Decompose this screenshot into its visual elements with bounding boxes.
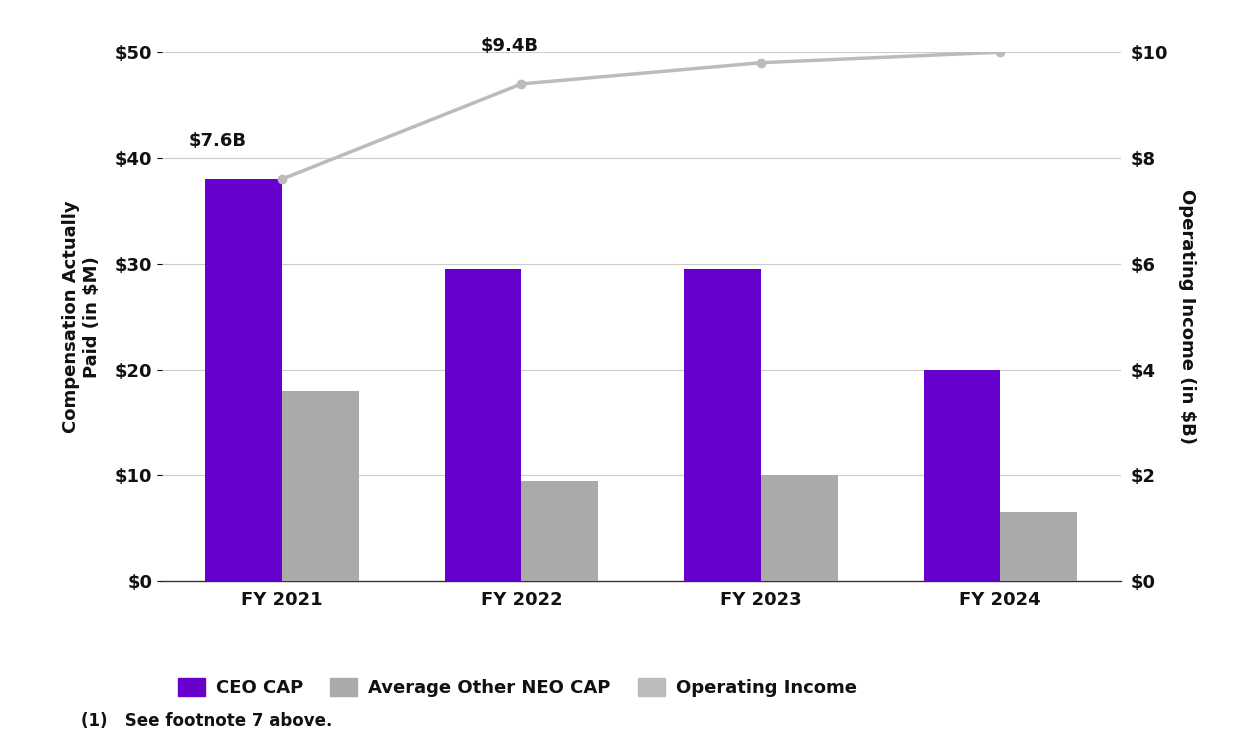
Bar <box>283 390 359 581</box>
Text: $7.6B: $7.6B <box>188 132 247 150</box>
Bar <box>685 269 761 581</box>
Y-axis label: Compensation Actually
Paid (in $M): Compensation Actually Paid (in $M) <box>62 200 101 433</box>
Bar <box>761 475 838 581</box>
Text: (1)   See footnote 7 above.: (1) See footnote 7 above. <box>81 712 332 730</box>
Bar <box>205 179 283 581</box>
Y-axis label: Operating Income (in $B): Operating Income (in $B) <box>1178 189 1195 444</box>
Bar <box>1000 513 1077 581</box>
Bar <box>522 481 598 581</box>
Legend: CEO CAP, Average Other NEO CAP, Operating Income: CEO CAP, Average Other NEO CAP, Operatin… <box>171 670 864 704</box>
Text: $9.4B: $9.4B <box>481 37 539 55</box>
Bar <box>924 370 1000 581</box>
Bar <box>444 269 522 581</box>
